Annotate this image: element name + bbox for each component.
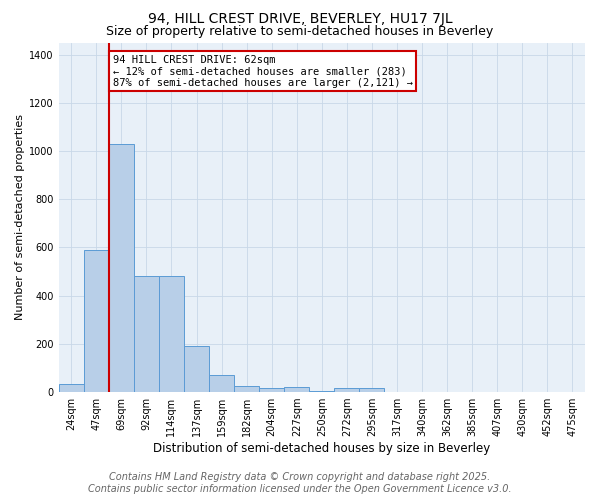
X-axis label: Distribution of semi-detached houses by size in Beverley: Distribution of semi-detached houses by … <box>153 442 490 455</box>
Bar <box>309 391 334 392</box>
Bar <box>209 375 234 392</box>
Text: Size of property relative to semi-detached houses in Beverley: Size of property relative to semi-detach… <box>106 25 494 38</box>
Y-axis label: Number of semi-detached properties: Number of semi-detached properties <box>15 114 25 320</box>
Bar <box>59 384 84 392</box>
Bar <box>134 276 159 392</box>
Bar <box>359 388 385 392</box>
Bar <box>109 144 134 392</box>
Text: 94, HILL CREST DRIVE, BEVERLEY, HU17 7JL: 94, HILL CREST DRIVE, BEVERLEY, HU17 7JL <box>148 12 452 26</box>
Bar <box>259 388 284 392</box>
Bar <box>334 388 359 392</box>
Bar <box>84 250 109 392</box>
Bar <box>284 388 309 392</box>
Bar <box>159 276 184 392</box>
Text: 94 HILL CREST DRIVE: 62sqm
← 12% of semi-detached houses are smaller (283)
87% o: 94 HILL CREST DRIVE: 62sqm ← 12% of semi… <box>113 54 413 88</box>
Text: Contains HM Land Registry data © Crown copyright and database right 2025.
Contai: Contains HM Land Registry data © Crown c… <box>88 472 512 494</box>
Bar <box>234 386 259 392</box>
Bar <box>184 346 209 392</box>
